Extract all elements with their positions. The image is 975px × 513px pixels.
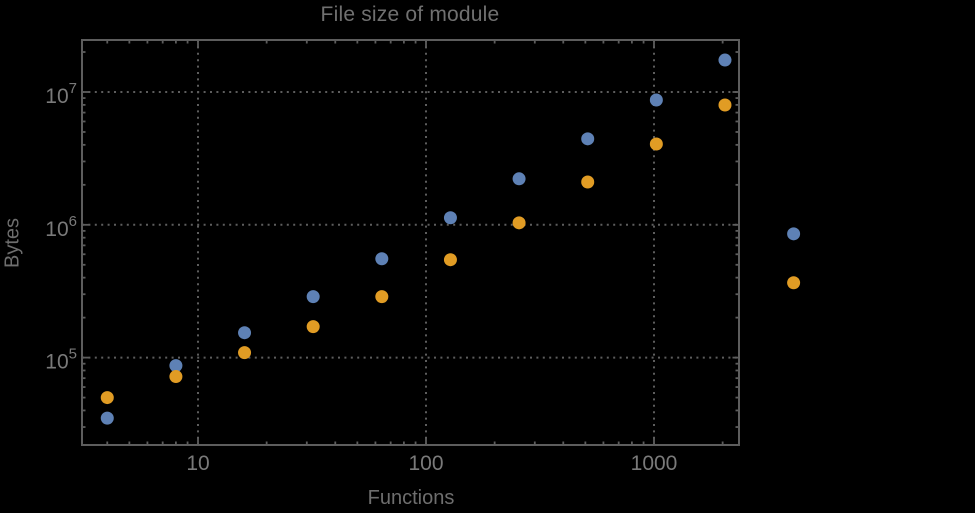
y-tick-label: 105	[45, 346, 77, 374]
data-point-blue-x8	[169, 359, 183, 373]
chart-title: File size of module	[320, 3, 500, 26]
x-axis-label: Functions	[367, 487, 455, 509]
data-point-orange-x64	[375, 290, 389, 304]
data-point-blue-x16	[238, 326, 252, 340]
data-point-blue-x4	[100, 411, 114, 425]
x-tick-label: 10	[186, 452, 209, 475]
data-point-orange-x128	[443, 253, 457, 267]
x-tick-label: 1000	[631, 452, 678, 475]
data-point-blue-x512	[581, 132, 595, 146]
data-point-orange-x512	[581, 175, 595, 189]
data-point-blue-x4096	[787, 227, 801, 241]
data-point-orange-x32	[306, 320, 320, 334]
y-tick-label: 107	[45, 80, 77, 108]
data-point-blue-x128	[443, 211, 457, 225]
data-point-orange-x16	[238, 346, 252, 360]
data-point-orange-x2048	[718, 98, 732, 112]
data-point-blue-x64	[375, 252, 389, 266]
x-tick-label: 100	[408, 452, 443, 475]
data-point-blue-x2048	[718, 53, 732, 67]
data-point-orange-x4	[100, 391, 114, 405]
data-point-orange-x256	[512, 216, 526, 230]
data-point-orange-x8	[169, 370, 183, 384]
plot-frame	[81, 39, 740, 446]
data-point-orange-x4096	[787, 276, 801, 290]
y-tick-label: 106	[45, 213, 77, 241]
data-point-blue-x1024	[649, 93, 663, 107]
data-point-blue-x256	[512, 172, 526, 186]
data-point-blue-x32	[306, 290, 320, 304]
data-point-orange-x1024	[649, 137, 663, 151]
